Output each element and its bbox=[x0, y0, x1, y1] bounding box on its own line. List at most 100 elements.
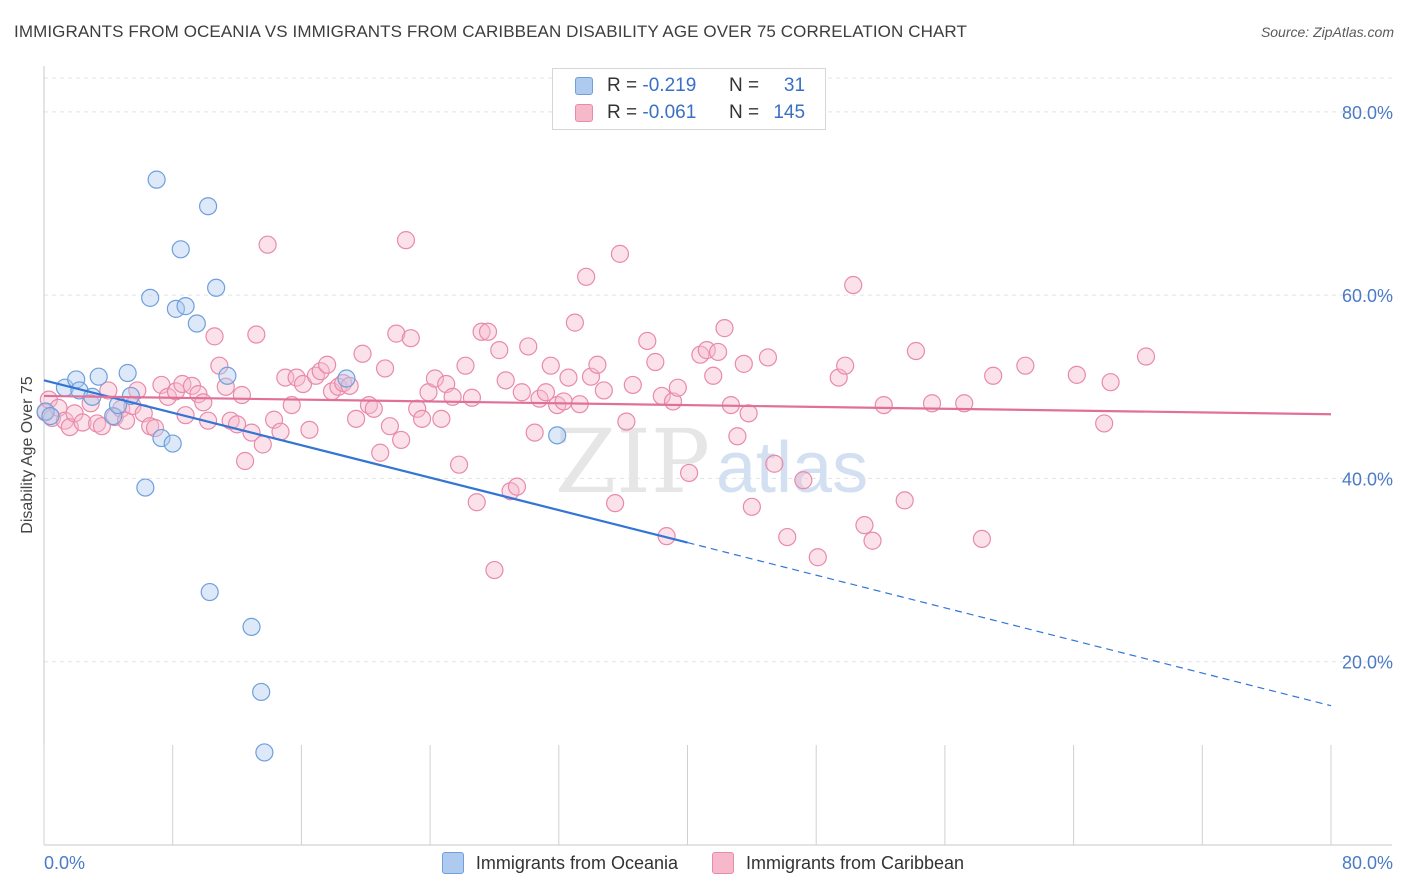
series-oceania bbox=[36, 170, 567, 762]
y-tick-label: 20.0% bbox=[1342, 653, 1393, 673]
point-oceania bbox=[152, 428, 171, 448]
chart-title: IMMIGRANTS FROM OCEANIA VS IMMIGRANTS FR… bbox=[14, 22, 967, 41]
legend-row-caribbean: R = -0.061 N = 145 bbox=[575, 101, 805, 125]
point-caribbean bbox=[855, 516, 874, 535]
point-oceania bbox=[163, 434, 182, 453]
point-caribbean bbox=[293, 374, 313, 394]
point-caribbean bbox=[364, 399, 383, 418]
point-caribbean bbox=[794, 471, 813, 490]
point-caribbean bbox=[205, 327, 224, 346]
legend-n-label: N = bbox=[728, 102, 760, 123]
point-caribbean bbox=[554, 392, 573, 411]
point-oceania bbox=[147, 170, 166, 189]
point-caribbean bbox=[253, 435, 272, 454]
point-caribbean bbox=[145, 418, 165, 438]
point-caribbean bbox=[346, 409, 366, 428]
point-caribbean bbox=[1095, 414, 1114, 433]
point-caribbean bbox=[485, 560, 504, 580]
point-oceania bbox=[141, 288, 160, 307]
point-caribbean bbox=[680, 463, 699, 483]
legend-r-label: R = bbox=[607, 102, 638, 123]
point-caribbean bbox=[282, 395, 301, 415]
point-oceania bbox=[252, 682, 271, 702]
point-caribbean bbox=[623, 375, 642, 395]
point-oceania bbox=[171, 240, 190, 259]
point-caribbean bbox=[401, 329, 420, 348]
point-caribbean bbox=[708, 342, 728, 362]
point-caribbean bbox=[375, 359, 395, 378]
source-label: Source: ZipAtlas.com bbox=[1260, 24, 1394, 40]
point-oceania bbox=[255, 743, 274, 762]
legend-item-oceania: Immigrants from Oceania bbox=[441, 852, 678, 874]
point-caribbean bbox=[507, 477, 527, 496]
point-caribbean bbox=[371, 443, 390, 462]
point-caribbean bbox=[697, 341, 716, 360]
point-oceania bbox=[200, 582, 219, 602]
legend-label-caribbean: Immigrants from Caribbean bbox=[745, 852, 965, 873]
point-caribbean bbox=[258, 235, 277, 254]
point-caribbean bbox=[646, 352, 665, 372]
point-oceania bbox=[198, 197, 218, 216]
point-oceania bbox=[187, 314, 206, 333]
legend-r-value: -0.061 bbox=[642, 102, 697, 123]
point-oceania bbox=[218, 366, 237, 385]
x-tick-label: 80.0% bbox=[1342, 853, 1393, 873]
point-caribbean bbox=[1016, 356, 1035, 375]
point-caribbean bbox=[844, 275, 863, 295]
point-caribbean bbox=[617, 412, 636, 431]
point-oceania bbox=[242, 617, 261, 636]
legend-swatch-oceania bbox=[441, 852, 464, 874]
series-legend: Immigrants from Oceania Immigrants from … bbox=[0, 852, 1406, 874]
point-caribbean bbox=[519, 337, 538, 356]
point-caribbean bbox=[638, 331, 657, 351]
point-caribbean bbox=[704, 366, 723, 385]
point-oceania bbox=[207, 278, 226, 297]
legend-r-value: -0.219 bbox=[642, 75, 697, 96]
point-caribbean bbox=[194, 393, 213, 412]
point-oceania bbox=[118, 363, 137, 383]
point-caribbean bbox=[232, 385, 251, 405]
point-caribbean bbox=[412, 409, 432, 428]
point-oceania bbox=[176, 297, 195, 316]
point-caribbean bbox=[778, 527, 797, 547]
point-caribbean bbox=[863, 531, 882, 550]
point-caribbean bbox=[449, 455, 469, 474]
point-caribbean bbox=[559, 368, 578, 387]
point-caribbean bbox=[73, 413, 92, 432]
point-caribbean bbox=[606, 494, 625, 513]
legend-n-label: N = bbox=[728, 75, 760, 96]
point-oceania bbox=[89, 367, 108, 386]
point-caribbean bbox=[895, 491, 914, 510]
point-caribbean bbox=[739, 404, 758, 423]
point-caribbean bbox=[765, 454, 784, 473]
legend-label-oceania: Immigrants from Oceania bbox=[475, 852, 678, 873]
point-caribbean bbox=[235, 451, 255, 471]
point-caribbean bbox=[525, 423, 544, 442]
point-caribbean bbox=[387, 324, 406, 343]
point-caribbean bbox=[728, 427, 747, 446]
point-caribbean bbox=[536, 383, 556, 402]
point-caribbean bbox=[588, 355, 607, 374]
point-caribbean bbox=[742, 497, 761, 516]
point-caribbean bbox=[392, 430, 411, 450]
point-oceania bbox=[337, 369, 356, 388]
point-caribbean bbox=[318, 355, 337, 374]
point-caribbean bbox=[955, 394, 974, 413]
point-caribbean bbox=[467, 493, 486, 512]
point-caribbean bbox=[490, 341, 509, 360]
legend-n-value: 31 bbox=[783, 75, 806, 96]
point-caribbean bbox=[456, 356, 475, 375]
point-caribbean bbox=[512, 383, 531, 402]
point-caribbean bbox=[92, 417, 112, 436]
point-caribbean bbox=[81, 394, 100, 413]
point-caribbean bbox=[984, 366, 1003, 385]
point-caribbean bbox=[906, 341, 926, 361]
point-caribbean bbox=[836, 356, 855, 375]
point-caribbean bbox=[874, 395, 893, 415]
legend-swatch-caribbean bbox=[711, 852, 734, 874]
legend-swatch-oceania bbox=[575, 77, 593, 95]
point-caribbean bbox=[668, 378, 687, 397]
point-oceania bbox=[41, 406, 60, 426]
point-caribbean bbox=[1067, 365, 1086, 384]
